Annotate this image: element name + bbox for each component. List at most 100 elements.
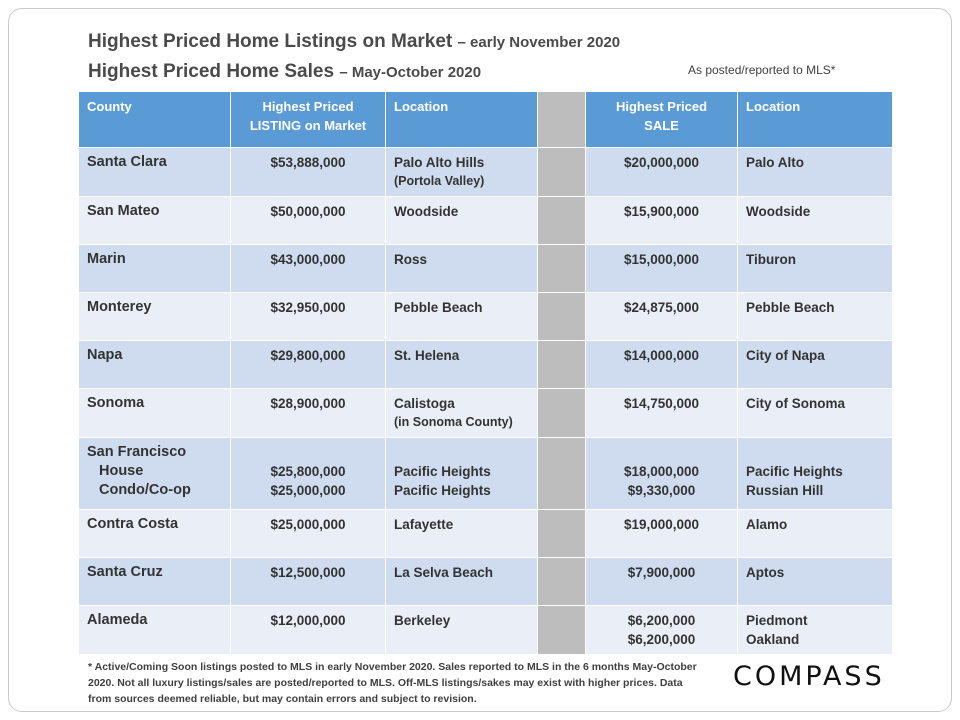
listing-price-cell: $12,500,000 [230, 557, 386, 606]
header-listing-location: Location [385, 91, 538, 148]
header-sale-location: Location [737, 91, 893, 148]
spacer-cell [537, 292, 586, 341]
county-cell: Alameda [78, 605, 231, 655]
footnote: * Active/Coming Soon listings posted to … [88, 661, 697, 705]
sale-price-condo: $9,330,000 [627, 483, 696, 498]
sale-price-cell: $15,000,000 [585, 244, 738, 293]
listing-location-cell: Lafayette [385, 509, 538, 558]
table-row: Sonoma $28,900,000 Calistoga (in Sonoma … [78, 388, 893, 438]
county-cell: San Francisco House Condo/Co-op [78, 437, 231, 510]
spacer-cell [537, 509, 586, 558]
county-cell: Monterey [78, 292, 231, 341]
table-row: San Mateo $50,000,000 Woodside $15,900,0… [78, 196, 893, 245]
listing-location-cell: Pacific Heights Pacific Heights [385, 437, 538, 510]
listing-price-cell: $29,800,000 [230, 340, 386, 389]
title-line-2-sub: – May-October 2020 [339, 64, 482, 81]
sale-location-cell: Tiburon [737, 244, 893, 293]
title-line-2-main: Highest Priced Home Sales [88, 61, 335, 82]
listing-price-cell: $32,950,000 [230, 292, 386, 341]
header-listing-line2: LISTING on Market [249, 118, 367, 133]
title-block: Highest Priced Home Listings on Market –… [88, 27, 620, 87]
spacer-cell [537, 196, 586, 245]
sale-location-1: Piedmont [746, 613, 808, 628]
county-cell: Napa [78, 340, 231, 389]
table-row: Contra Costa $25,000,000 Lafayette $19,0… [78, 509, 893, 558]
listing-location-house: Pacific Heights [394, 464, 491, 479]
listing-location-cell: Palo Alto Hills (Portola Valley) [385, 147, 538, 197]
title-line-2: Highest Priced Home Sales – May-October … [88, 57, 620, 87]
listing-price-cell: $28,900,000 [230, 388, 386, 438]
sale-price-cell: $14,750,000 [585, 388, 738, 438]
listing-location-cell: Calistoga (in Sonoma County) [385, 388, 538, 438]
county-cell: Contra Costa [78, 509, 231, 558]
county-cell: Marin [78, 244, 231, 293]
county-cell: Sonoma [78, 388, 231, 438]
table-row: San Francisco House Condo/Co-op $25,800,… [78, 437, 893, 510]
sale-location-cell: Pebble Beach [737, 292, 893, 341]
mls-note: As posted/reported to MLS* [688, 63, 836, 77]
sale-price-cell: $7,900,000 [585, 557, 738, 606]
listing-location-cell: Pebble Beach [385, 292, 538, 341]
listing-price-cell: $12,000,000 [230, 605, 386, 655]
sale-location-cell: Piedmont Oakland [737, 605, 893, 655]
sale-price-cell: $14,000,000 [585, 340, 738, 389]
sale-price-house: $18,000,000 [623, 464, 700, 479]
header-sale-line2: SALE [644, 118, 679, 133]
listing-location-condo: Pacific Heights [394, 483, 491, 498]
table-row: Napa $29,800,000 St. Helena $14,000,000 … [78, 340, 893, 389]
sale-location-cell: Palo Alto [737, 147, 893, 197]
sale-location-house: Pacific Heights [746, 464, 843, 479]
county-name: San Francisco [87, 444, 187, 460]
spacer-cell [537, 605, 586, 655]
spacer-cell [537, 147, 586, 197]
listing-location-note: (Portola Valley) [394, 174, 485, 188]
table-row: Monterey $32,950,000 Pebble Beach $24,87… [78, 292, 893, 341]
table-row: Alameda $12,000,000 Berkeley $6,200,000 … [78, 605, 893, 655]
listing-price-cell: $50,000,000 [230, 196, 386, 245]
header-listing: Highest Priced LISTING on Market [230, 91, 386, 148]
header-sale-line1: Highest Priced [615, 99, 708, 114]
sale-price-cell: $24,875,000 [585, 292, 738, 341]
sale-location-2: Oakland [746, 632, 800, 647]
sale-price-1: $6,200,000 [627, 613, 696, 628]
price-table: County Highest Priced LISTING on Market … [78, 91, 893, 655]
header-listing-line1: Highest Priced [262, 99, 354, 114]
sale-location-cell: Alamo [737, 509, 893, 558]
spacer-cell [537, 244, 586, 293]
listing-location-note: (in Sonoma County) [394, 415, 513, 429]
spacer-cell [537, 388, 586, 438]
listing-price-cell: $25,800,000 $25,000,000 [230, 437, 386, 510]
listing-price-cell: $25,000,000 [230, 509, 386, 558]
sale-price-2: $6,200,000 [627, 632, 696, 647]
sale-price-cell: $15,900,000 [585, 196, 738, 245]
sale-location-cell: Pacific Heights Russian Hill [737, 437, 893, 510]
sale-location-cell: Aptos [737, 557, 893, 606]
table-row: Santa Cruz $12,500,000 La Selva Beach $7… [78, 557, 893, 606]
county-cell: Santa Cruz [78, 557, 231, 606]
title-line-1-main: Highest Priced Home Listings on Market [88, 31, 453, 52]
listing-location-cell: Ross [385, 244, 538, 293]
sale-location-cell: City of Sonoma [737, 388, 893, 438]
listing-location: Calistoga [394, 396, 455, 411]
table-row: Santa Clara $53,888,000 Palo Alto Hills … [78, 147, 893, 197]
spacer-cell [537, 437, 586, 510]
sale-price-cell: $19,000,000 [585, 509, 738, 558]
listing-location: Palo Alto Hills [394, 155, 485, 170]
sale-location-cell: City of Napa [737, 340, 893, 389]
spacer-cell [537, 340, 586, 389]
county-cell: Santa Clara [78, 147, 231, 197]
sale-price-cell: $6,200,000 $6,200,000 [585, 605, 738, 655]
spacer-column [537, 91, 586, 148]
header-sale: Highest Priced SALE [585, 91, 738, 148]
listing-location-cell: St. Helena [385, 340, 538, 389]
compass-logo: COMPASS [733, 661, 885, 692]
header-county: County [78, 91, 231, 148]
listing-location-cell: La Selva Beach [385, 557, 538, 606]
listing-price-cell: $53,888,000 [230, 147, 386, 197]
sale-price-cell: $18,000,000 $9,330,000 [585, 437, 738, 510]
sale-location-cell: Woodside [737, 196, 893, 245]
county-cell: San Mateo [78, 196, 231, 245]
table-row: Marin $43,000,000 Ross $15,000,000 Tibur… [78, 244, 893, 293]
listing-location-cell: Woodside [385, 196, 538, 245]
county-sub-condo: Condo/Co-op [99, 482, 191, 498]
